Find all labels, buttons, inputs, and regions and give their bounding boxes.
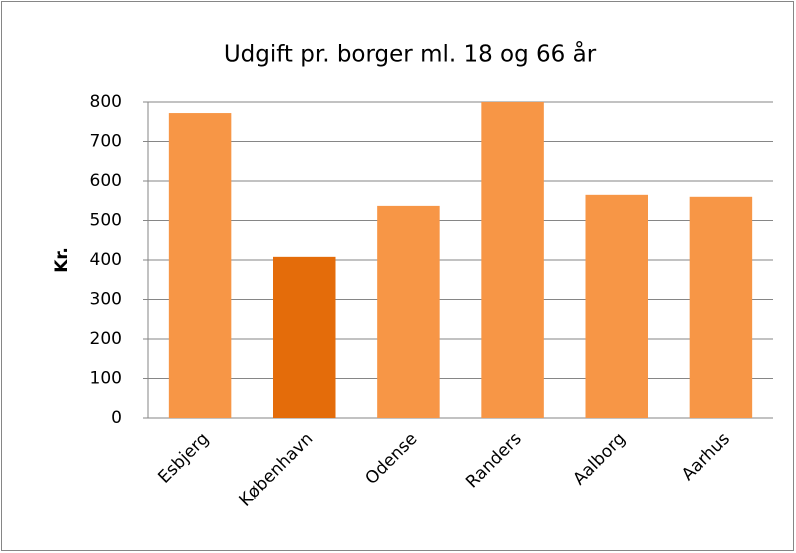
y-tick-label: 500: [90, 211, 122, 231]
y-axis-label: Kr.: [52, 247, 72, 273]
bar: [377, 205, 440, 418]
y-tick-label: 600: [90, 171, 122, 191]
bar: [585, 194, 648, 418]
bar: [273, 256, 336, 418]
bar: [168, 113, 232, 418]
y-tick-label: 100: [90, 369, 122, 389]
bar: [481, 102, 544, 418]
y-tick-label: 200: [90, 329, 122, 349]
y-tick-label: 400: [90, 250, 122, 270]
bar: [689, 196, 753, 418]
y-tick-label: 300: [90, 290, 122, 310]
y-tick-label: 800: [90, 92, 122, 112]
chart-title: Udgift pr. borger ml. 18 og 66 år: [224, 40, 597, 68]
y-tick-label: 0: [111, 408, 122, 428]
y-tick-label: 700: [90, 132, 122, 152]
